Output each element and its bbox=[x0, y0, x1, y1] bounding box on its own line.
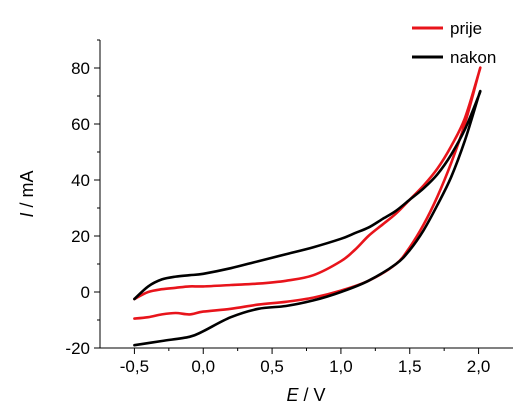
y-tick-label: 80 bbox=[71, 59, 90, 78]
x-axis-ticks: -0,5 0,0 0,5 1,0 1,5 2,0 bbox=[120, 348, 491, 376]
y-tick-label: 60 bbox=[71, 115, 90, 134]
x-tick-label: 1,5 bbox=[398, 357, 422, 376]
x-tick-label: -0,5 bbox=[120, 357, 149, 376]
series-line-nakon bbox=[133, 89, 482, 347]
y-tick-label: 20 bbox=[71, 227, 90, 246]
x-axis-unit: / V bbox=[299, 385, 326, 405]
x-tick-label: 0,0 bbox=[191, 357, 215, 376]
x-tick-label: 2,0 bbox=[467, 357, 491, 376]
x-tick-label: 0,5 bbox=[260, 357, 284, 376]
plot-area: -0,5 0,0 0,5 1,0 1,5 2,0 -20 0 20 40 60 80 bbox=[65, 39, 513, 376]
legend: prije nakon bbox=[412, 19, 496, 67]
y-axis-title: I / mA bbox=[17, 170, 37, 217]
x-tick-label: 1,0 bbox=[329, 357, 353, 376]
legend-label-prije: prije bbox=[450, 19, 482, 38]
y-axis-variable: I bbox=[17, 213, 37, 218]
series-layer bbox=[133, 66, 482, 347]
y-tick-label: 40 bbox=[71, 171, 90, 190]
y-tick-label: 0 bbox=[81, 283, 90, 302]
x-axis-title: E / V bbox=[286, 385, 325, 405]
x-axis-variable: E bbox=[286, 385, 299, 405]
y-axis-unit: / mA bbox=[17, 170, 37, 212]
series-line-prije bbox=[133, 66, 482, 320]
y-axis-ticks: -20 0 20 40 60 80 bbox=[65, 39, 100, 358]
legend-label-nakon: nakon bbox=[450, 48, 496, 67]
y-tick-label: -20 bbox=[65, 339, 90, 358]
